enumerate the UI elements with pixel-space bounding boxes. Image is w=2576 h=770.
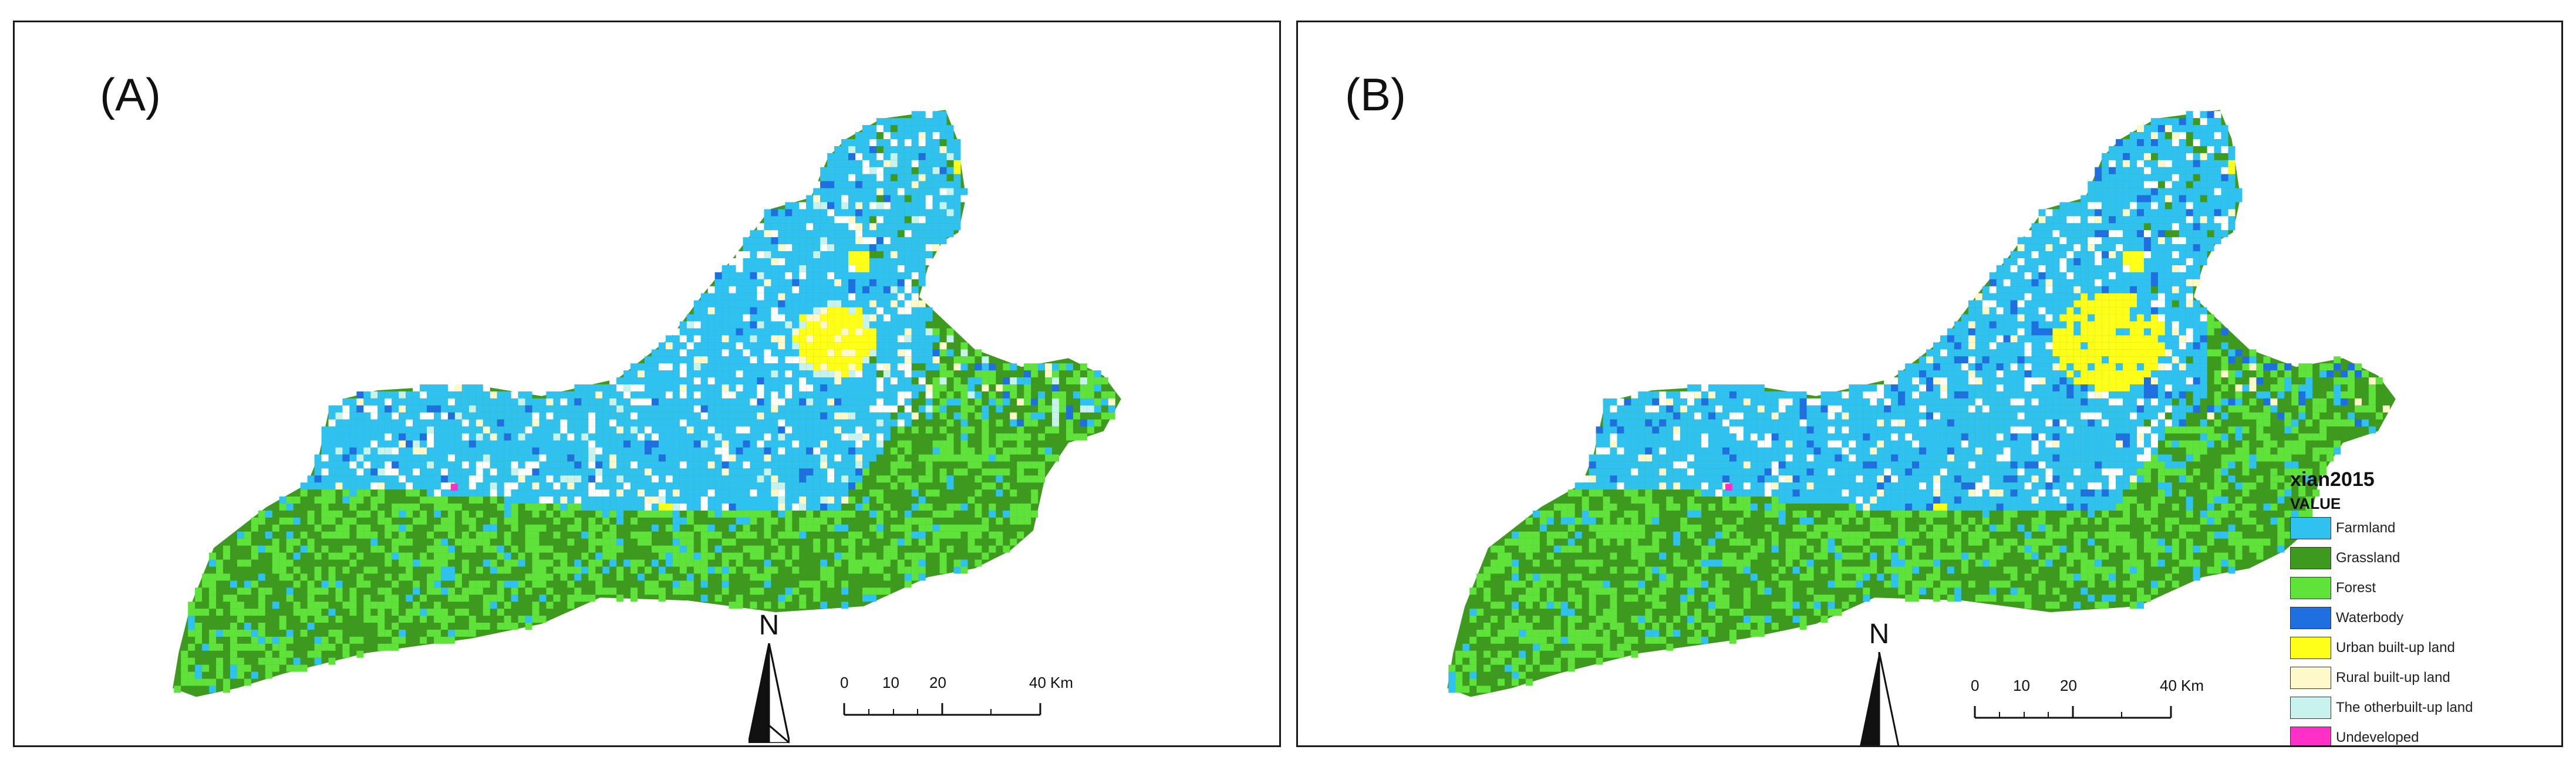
land-use-map-a: [173, 110, 1121, 697]
legend-swatch: [2290, 726, 2331, 745]
scale-bar-a: 0 10 20 40 Km: [840, 674, 1073, 732]
legend-subtitle: VALUE: [2290, 495, 2341, 512]
map-panel-b: (B) N 0 10 20 40 Km xian2015 VALUE Farml…: [1296, 21, 2563, 747]
map-legend: xian2015 VALUE Farmland Grassland Forest Wa…: [2290, 468, 2560, 745]
scale-unit: Km: [2181, 677, 2204, 694]
legend-swatch: [2290, 546, 2331, 569]
legend-label: The otherbuilt-up land: [2336, 699, 2473, 715]
legend-item: Forest: [2290, 573, 2560, 603]
legend-item: Undeveloped: [2290, 722, 2560, 745]
legend-swatch: [2290, 666, 2331, 689]
scale-unit: Km: [1050, 674, 1073, 691]
scale-label-20: 20: [2060, 677, 2077, 694]
map-panel-a: (A) N 0 10 20 40 Km: [13, 21, 1281, 747]
legend-swatch: [2290, 516, 2331, 539]
scale-bar-line: [843, 703, 1041, 716]
legend-label: Grassland: [2336, 549, 2400, 566]
legend-swatch: [2290, 576, 2331, 599]
scale-label-10: 10: [2013, 677, 2030, 694]
north-letter: N: [1869, 619, 1890, 650]
north-arrow-icon: [1860, 652, 1900, 745]
north-arrow-icon: [748, 643, 790, 743]
legend-swatch: [2290, 606, 2331, 629]
scale-label-40: 40: [1029, 674, 1046, 691]
legend-item: Waterbody: [2290, 603, 2560, 633]
north-letter: N: [758, 610, 780, 641]
scale-label-0: 0: [840, 674, 849, 691]
scale-label-40: 40: [2160, 677, 2177, 694]
scale-label-0: 0: [1971, 677, 1980, 694]
legend-label: Farmland: [2336, 519, 2396, 536]
legend-item: Rural built-up land: [2290, 663, 2560, 693]
legend-item: Grassland: [2290, 543, 2560, 573]
legend-item: Farmland: [2290, 513, 2560, 543]
legend-label: Undeveloped: [2336, 729, 2419, 745]
scale-bar-line: [1974, 706, 2172, 719]
land-use-map-b: [1447, 110, 2396, 697]
panel-label-b: (B): [1345, 69, 1406, 120]
undeveloped-patch: [1725, 484, 1732, 491]
legend-item: The otherbuilt-up land: [2290, 693, 2560, 722]
legend-swatch: [2290, 696, 2331, 719]
legend-label: Forest: [2336, 579, 2376, 596]
land-use-cells: [1448, 111, 2390, 693]
legend-label: Waterbody: [2336, 609, 2404, 626]
scale-label-10: 10: [882, 674, 899, 691]
legend-rows: Farmland Grassland Forest Waterbody Urban bu…: [2290, 513, 2560, 745]
north-arrow-a: N: [737, 609, 801, 744]
undeveloped-patch: [450, 484, 458, 491]
legend-swatch: [2290, 636, 2331, 659]
legend-label: Urban built-up land: [2336, 639, 2455, 656]
legend-label: Rural built-up land: [2336, 669, 2450, 685]
panel-label-a: (A): [100, 69, 161, 120]
land-use-cells: [174, 111, 1115, 693]
scale-label-20: 20: [929, 674, 946, 691]
north-arrow-b: N: [1847, 618, 1911, 745]
legend-title: xian2015: [2290, 468, 2375, 491]
scale-bar-b: 0 10 20 40 Km: [1971, 677, 2204, 735]
legend-item: Urban built-up land: [2290, 633, 2560, 663]
